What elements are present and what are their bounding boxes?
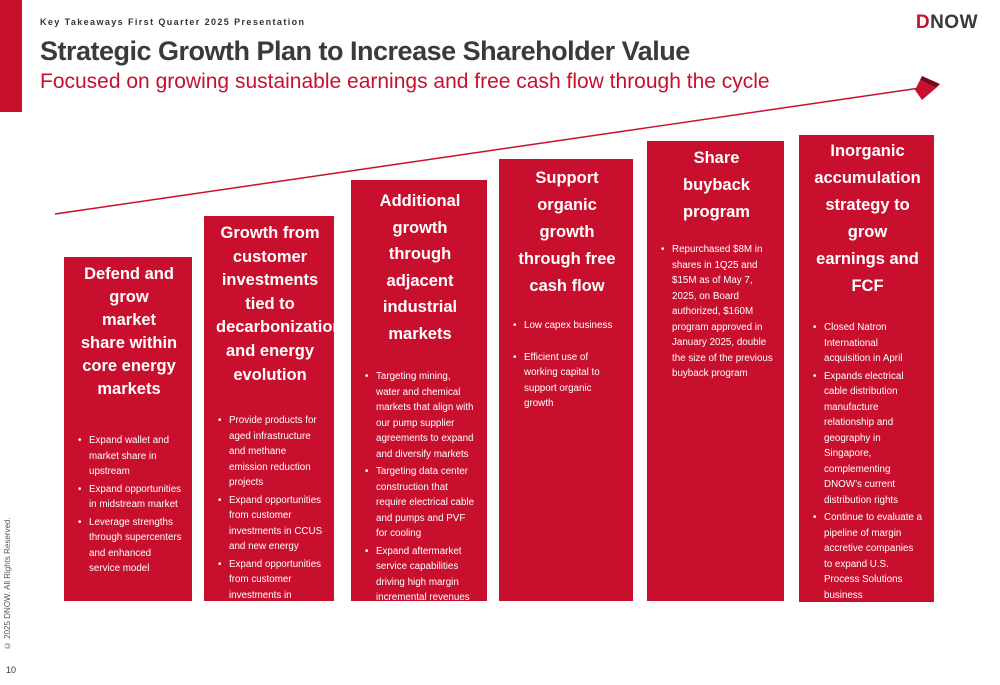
growth-arrow-line: [54, 87, 921, 215]
strategy-column-4: Support organic growth through free cash…: [499, 159, 633, 601]
bullet-item: Continue to evaluate a pipeline of margi…: [813, 510, 924, 603]
column-bullet-list: Low capex business Efficient use of work…: [511, 318, 623, 412]
bullet-item: Expand opportunities in midstream market: [78, 482, 182, 513]
logo-rest: NOW: [930, 12, 978, 33]
column-bullet-list: Repurchased $8M in shares in 1Q25 and $1…: [659, 242, 774, 382]
strategy-column-2: Growth from customer investments tied to…: [204, 216, 343, 616]
bullet-item: Expand opportunities from customer inves…: [218, 557, 324, 619]
bullet-item: Expand aftermarket service capabilities …: [365, 544, 477, 606]
bullet-item: Expand opportunities from customer inves…: [218, 493, 324, 555]
column-title: Support organic growth through free cash…: [518, 169, 616, 295]
bullet-item: Expands electrical cable distribution ma…: [813, 369, 924, 509]
bullet-item: Repurchased $8M in shares in 1Q25 and $1…: [661, 242, 774, 382]
page-subtitle: Focused on growing sustainable earnings …: [40, 70, 770, 93]
column-bullet-list: Targeting mining, water and chemical mar…: [363, 369, 477, 606]
bullet-item: Targeting mining, water and chemical mar…: [365, 369, 477, 462]
logo-first-letter: D: [915, 12, 931, 33]
column-title: Share buyback program: [683, 149, 750, 221]
column-title: Inorganic accumulation strategy to grow …: [814, 142, 921, 295]
bullet-item: Low capex business: [513, 318, 623, 334]
page-title: Strategic Growth Plan to Increase Shareh…: [40, 36, 690, 66]
dnow-logo: D NOW: [916, 12, 978, 34]
column-title: Growth from customer investments tied to…: [216, 224, 343, 384]
strategy-column-5: Share buyback program Repurchased $8M in…: [647, 141, 784, 601]
presentation-kicker: Key Takeaways First Quarter 2025 Present…: [40, 17, 306, 27]
column-bullet-list: Closed Natron International acquisition …: [811, 320, 924, 603]
copyright-notice: © 2025 DNOW. All Rights Reserved.: [3, 517, 12, 650]
column-bullet-list: Provide products for aged infrastructure…: [216, 413, 324, 619]
growth-arrow-head: [915, 80, 936, 100]
bullet-item: Expand wallet and market share in upstre…: [78, 433, 182, 480]
bullet-item: Efficient use of working capital to supp…: [513, 350, 623, 412]
strategy-column-1: Defend and grow market share within core…: [64, 257, 192, 601]
strategy-column-3: Additional growth through adjacent indus…: [351, 180, 487, 603]
bullet-item: Targeting data center construction that …: [365, 464, 477, 542]
page-number: 10: [6, 665, 17, 675]
column-title: Defend and grow market share within core…: [80, 265, 178, 398]
left-accent-bar: [0, 0, 22, 112]
bullet-item: Leverage strengths through supercenters …: [78, 515, 182, 577]
growth-arrow-head-shade: [920, 76, 940, 88]
bullet-item: Provide products for aged infrastructure…: [218, 413, 324, 491]
column-bullet-list: Expand wallet and market share in upstre…: [76, 433, 182, 577]
strategy-column-6: Inorganic accumulation strategy to grow …: [799, 135, 934, 602]
column-title: Additional growth through adjacent indus…: [379, 192, 461, 343]
bullet-item: Closed Natron International acquisition …: [813, 320, 924, 367]
